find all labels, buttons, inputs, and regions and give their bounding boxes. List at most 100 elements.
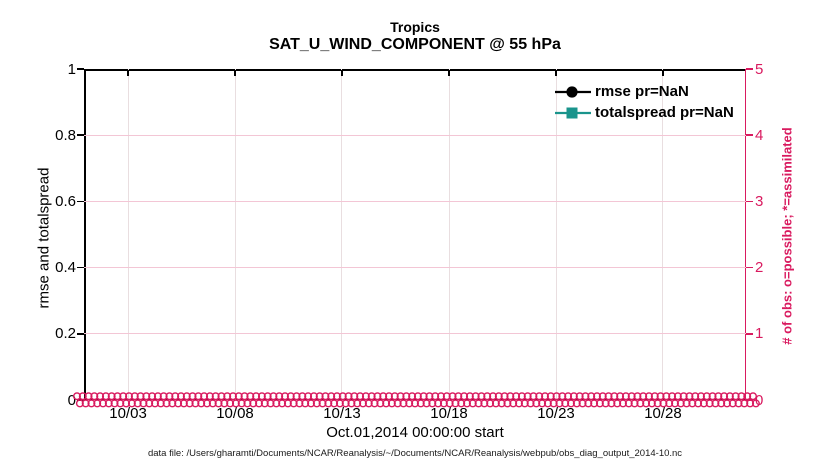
obs-possible-marker bbox=[182, 392, 191, 401]
obs-possible-marker bbox=[275, 392, 284, 401]
obs-assimilated-marker bbox=[671, 399, 680, 408]
obs-assimilated-marker bbox=[543, 399, 552, 408]
obs-assimilated-marker bbox=[474, 399, 483, 408]
obs-assimilated-marker bbox=[168, 399, 177, 408]
obs-assimilated-marker bbox=[249, 399, 258, 408]
obs-possible-marker bbox=[575, 392, 584, 401]
obs-possible-marker bbox=[119, 392, 128, 401]
x-top-tick bbox=[341, 70, 343, 76]
obs-assimilated-marker bbox=[515, 399, 524, 408]
legend: rmse pr=NaN totalspread pr=NaN bbox=[555, 81, 734, 123]
obs-assimilated-marker bbox=[145, 399, 154, 408]
obs-assimilated-marker bbox=[509, 399, 518, 408]
obs-assimilated-marker bbox=[122, 399, 131, 408]
x-tick-label: 10/18 bbox=[430, 405, 468, 422]
x-top-tick bbox=[448, 70, 450, 76]
obs-possible-marker bbox=[344, 392, 353, 401]
obs-assimilated-marker bbox=[197, 399, 206, 408]
obs-assimilated-marker bbox=[110, 399, 119, 408]
y-left-tick bbox=[77, 134, 84, 136]
left-y-axis-label: rmse and totalspread bbox=[35, 167, 53, 309]
obs-assimilated-marker bbox=[162, 399, 171, 408]
obs-possible-marker bbox=[610, 392, 619, 401]
y-left-tick-label: 0.6 bbox=[55, 192, 76, 210]
obs-assimilated-marker bbox=[630, 399, 639, 408]
obs-possible-marker bbox=[523, 392, 532, 401]
obs-possible-marker bbox=[96, 392, 105, 401]
obs-assimilated-marker bbox=[127, 399, 136, 408]
obs-assimilated-marker bbox=[740, 399, 749, 408]
y-left-tick-label: 0 bbox=[67, 391, 76, 409]
h-gridline bbox=[84, 134, 746, 136]
obs-assimilated-marker bbox=[538, 399, 547, 408]
obs-assimilated-marker bbox=[549, 399, 558, 408]
obs-possible-marker bbox=[113, 392, 122, 401]
obs-possible-marker bbox=[529, 392, 538, 401]
obs-possible-marker bbox=[280, 392, 289, 401]
obs-possible-marker bbox=[460, 392, 469, 401]
obs-assimilated-marker bbox=[405, 399, 414, 408]
obs-assimilated-marker bbox=[653, 399, 662, 408]
obs-assimilated-marker bbox=[266, 399, 275, 408]
obs-assimilated-marker bbox=[93, 399, 102, 408]
obs-possible-marker bbox=[639, 392, 648, 401]
obs-possible-marker bbox=[662, 392, 671, 401]
obs-assimilated-marker bbox=[104, 399, 113, 408]
legend-label-rmse: rmse pr=NaN bbox=[595, 83, 689, 100]
obs-possible-marker bbox=[217, 392, 226, 401]
obs-possible-marker bbox=[263, 392, 272, 401]
obs-possible-marker bbox=[489, 392, 498, 401]
obs-possible-marker bbox=[731, 392, 740, 401]
obs-possible-marker bbox=[668, 392, 677, 401]
y-right-tick-label: 1 bbox=[755, 325, 764, 343]
obs-assimilated-marker bbox=[185, 399, 194, 408]
x-tick-label: 10/03 bbox=[109, 405, 147, 422]
obs-assimilated-marker bbox=[243, 399, 252, 408]
obs-assimilated-marker bbox=[526, 399, 535, 408]
obs-possible-marker bbox=[720, 392, 729, 401]
obs-assimilated-marker bbox=[81, 399, 90, 408]
obs-assimilated-marker bbox=[428, 399, 437, 408]
y-right-tick-label: 4 bbox=[755, 126, 764, 144]
obs-assimilated-marker bbox=[746, 399, 755, 408]
obs-assimilated-marker bbox=[416, 399, 425, 408]
obs-assimilated-marker bbox=[480, 399, 489, 408]
obs-possible-marker bbox=[437, 392, 446, 401]
h-gridline bbox=[84, 267, 746, 269]
obs-possible-marker bbox=[246, 392, 255, 401]
obs-assimilated-marker bbox=[503, 399, 512, 408]
obs-possible-marker bbox=[286, 392, 295, 401]
obs-possible-marker bbox=[194, 392, 203, 401]
obs-assimilated-marker bbox=[532, 399, 541, 408]
obs-possible-marker bbox=[153, 392, 162, 401]
obs-assimilated-marker bbox=[214, 399, 223, 408]
obs-assimilated-marker bbox=[283, 399, 292, 408]
h-gridline bbox=[84, 200, 746, 202]
obs-assimilated-marker bbox=[306, 399, 315, 408]
obs-possible-marker bbox=[223, 392, 232, 401]
obs-assimilated-marker bbox=[133, 399, 142, 408]
x-tick-label: 10/08 bbox=[216, 405, 254, 422]
x-top-tick bbox=[127, 70, 129, 76]
obs-possible-marker bbox=[743, 392, 752, 401]
obs-assimilated-marker bbox=[226, 399, 235, 408]
obs-possible-marker bbox=[171, 392, 180, 401]
plot-area: 10/03 10/08 10/13 10/18 10/23 10/28 0 0.2 0.4 0.6… bbox=[55, 61, 763, 423]
totalspread-line-square-icon bbox=[555, 107, 591, 118]
obs-possible-marker bbox=[338, 392, 347, 401]
obs-possible-marker bbox=[650, 392, 659, 401]
obs-possible-marker bbox=[385, 392, 394, 401]
obs-count-marker-band bbox=[73, 392, 760, 408]
obs-possible-marker bbox=[84, 392, 93, 401]
obs-possible-marker bbox=[673, 392, 682, 401]
obs-assimilated-marker bbox=[341, 399, 350, 408]
obs-assimilated-marker bbox=[434, 399, 443, 408]
obs-assimilated-marker bbox=[174, 399, 183, 408]
obs-assimilated-marker bbox=[567, 399, 576, 408]
obs-assimilated-marker bbox=[751, 399, 760, 408]
obs-possible-marker bbox=[73, 392, 81, 401]
obs-assimilated-marker bbox=[231, 399, 240, 408]
obs-possible-marker bbox=[616, 392, 625, 401]
obs-assimilated-marker bbox=[347, 399, 356, 408]
obs-possible-marker bbox=[142, 392, 151, 401]
